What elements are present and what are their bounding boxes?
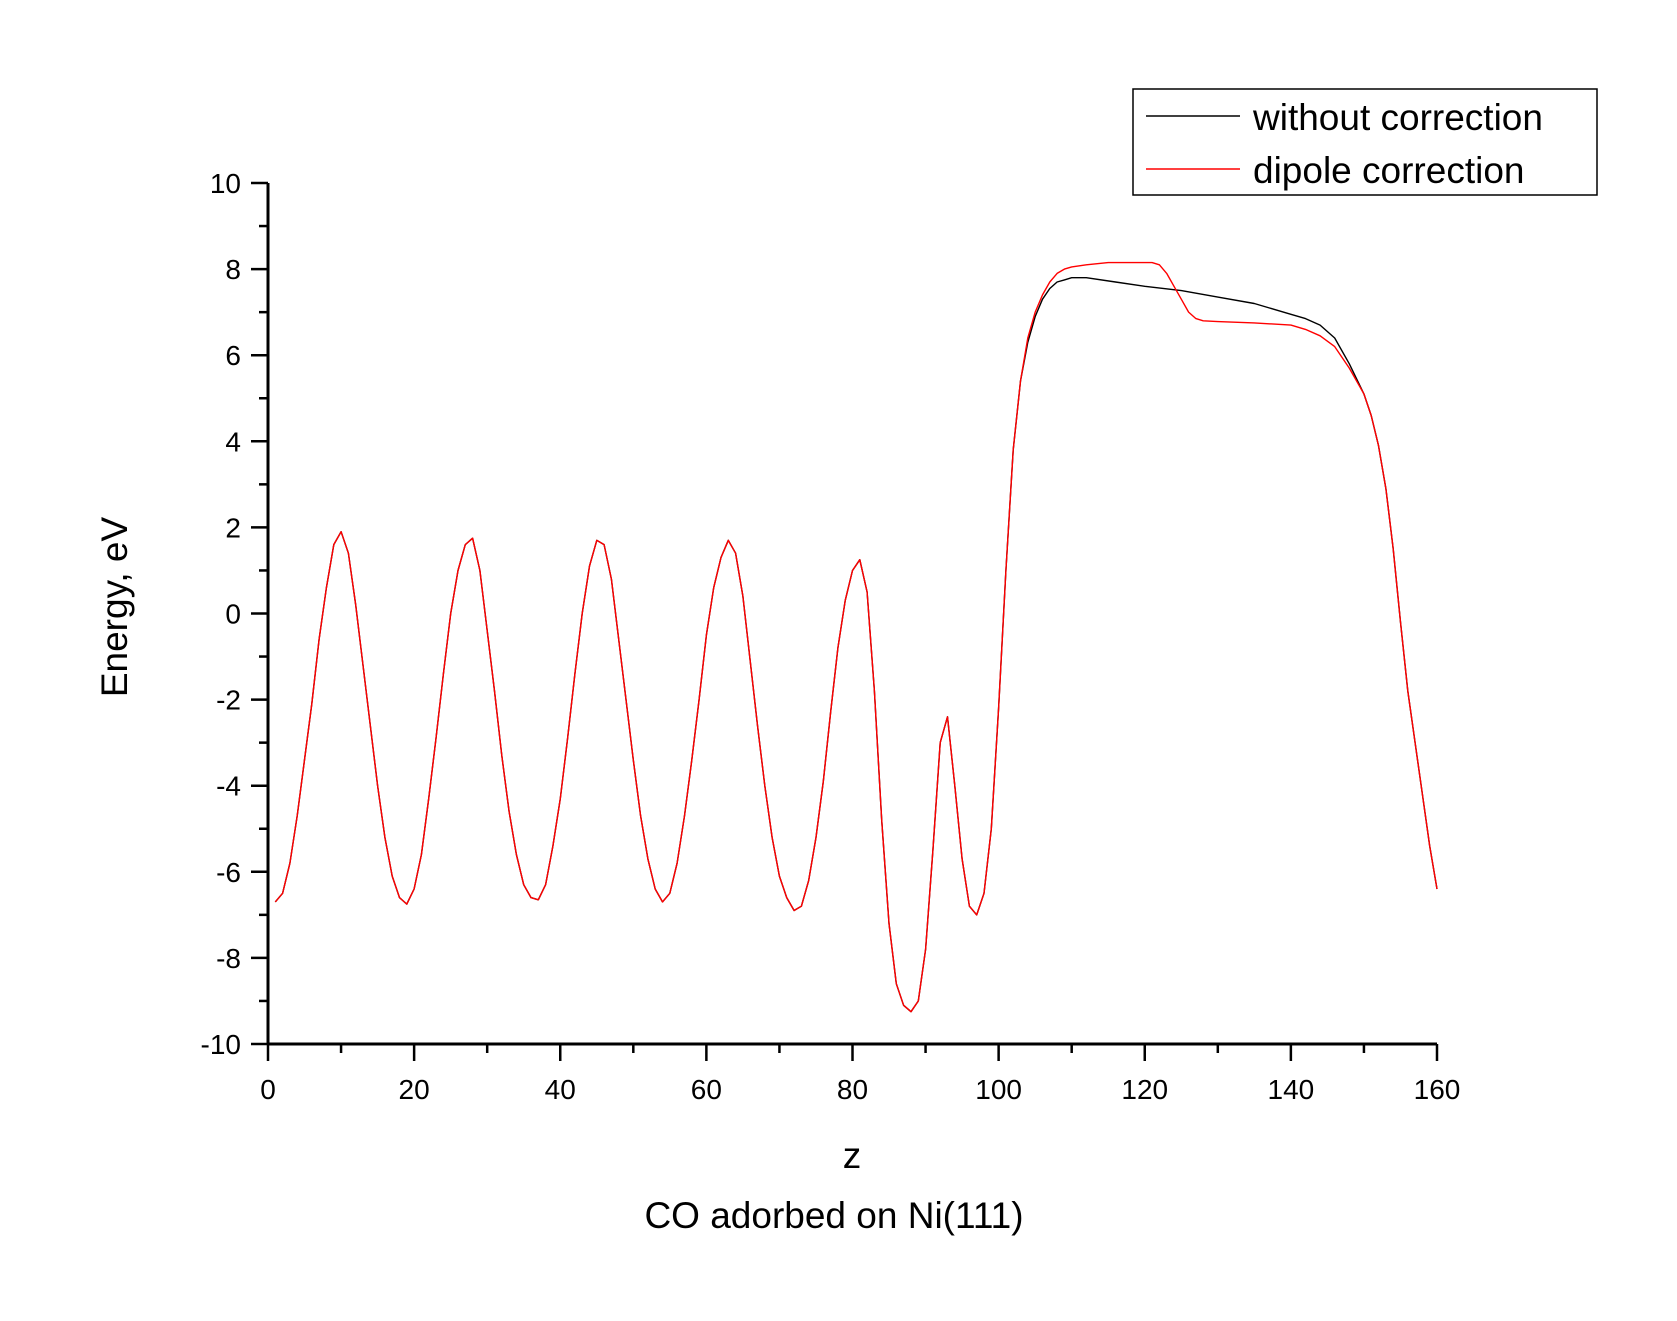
x-axis-label: z <box>843 1135 862 1176</box>
y-tick-label: 2 <box>225 512 241 543</box>
y-tick-label: -8 <box>216 943 241 974</box>
legend-label-dipole-correction: dipole correction <box>1253 150 1524 191</box>
legend: without correction dipole correction <box>1132 88 1598 196</box>
y-tick-label: -2 <box>216 685 241 716</box>
y-axis-label: Energy, eV <box>94 517 135 698</box>
y-tick-label: 4 <box>225 426 241 457</box>
x-tick-label: 0 <box>260 1074 276 1105</box>
chart-title: CO adorbed on Ni(111) <box>644 1195 1023 1236</box>
y-tick-label: 0 <box>225 599 241 630</box>
x-tick-label: 100 <box>975 1074 1022 1105</box>
y-tick-label: -10 <box>201 1029 241 1060</box>
series-line-without-correction <box>274 277 1438 1013</box>
x-tick-label: 80 <box>837 1074 868 1105</box>
series-line-dipole-correction <box>274 261 1438 1013</box>
x-tick-label: 160 <box>1414 1074 1461 1105</box>
x-tick-label: 140 <box>1268 1074 1315 1105</box>
x-tick-label: 40 <box>545 1074 576 1105</box>
series-layer <box>274 261 1438 1013</box>
y-tick-label: -4 <box>216 771 241 802</box>
y-tick-label: 8 <box>225 254 241 285</box>
x-tick-label: 20 <box>399 1074 430 1105</box>
x-tick-label: 60 <box>691 1074 722 1105</box>
y-tick-label: -6 <box>216 857 241 888</box>
y-tick-label: 10 <box>210 168 241 199</box>
y-tick-label: 6 <box>225 340 241 371</box>
legend-box <box>1132 88 1598 196</box>
x-tick-label: 120 <box>1121 1074 1168 1105</box>
legend-label-without-correction: without correction <box>1252 97 1543 138</box>
